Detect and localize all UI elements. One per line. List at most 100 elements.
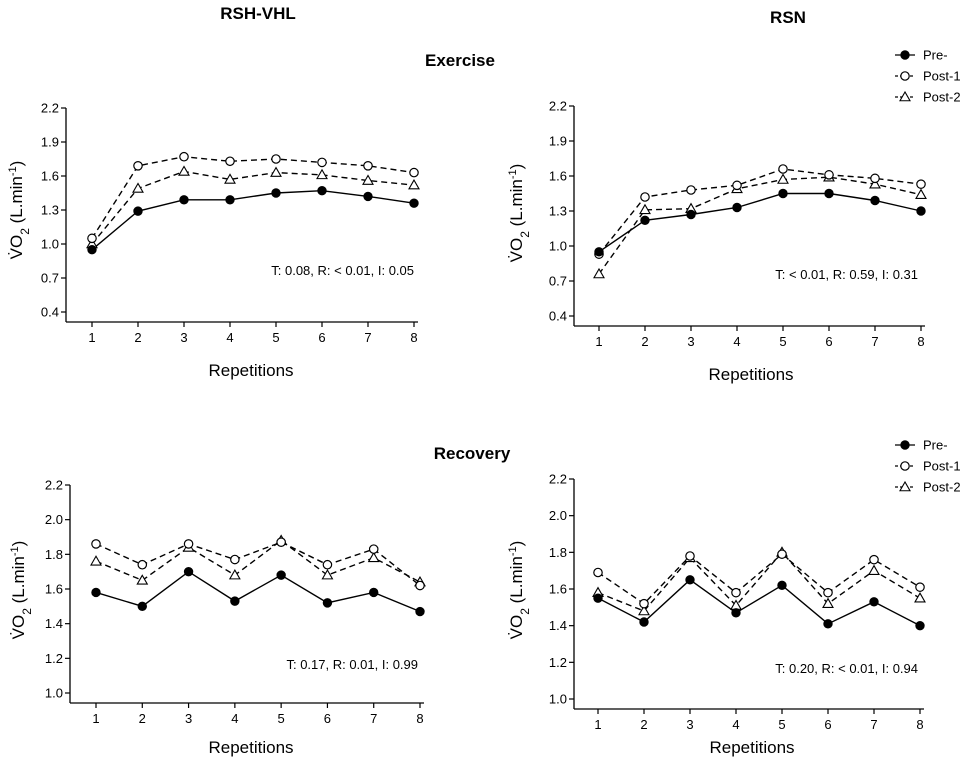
column-title-rsh-vhl: RSH-VHL bbox=[220, 4, 296, 23]
data-point-pre bbox=[869, 597, 879, 607]
chart-panel-rsh-vhl-recovery: 1.0 1.2 1.4 1.6 1.8 2.0 2.2 1 2 3 4 5 6 7 8 Repetitions… bbox=[9, 478, 426, 757]
data-point-post-2 bbox=[367, 551, 380, 563]
data-point-pre bbox=[916, 206, 926, 216]
data-point-post-1 bbox=[137, 559, 148, 570]
data-point-post-1 bbox=[322, 559, 333, 570]
data-point-pre bbox=[823, 619, 833, 629]
legend-exercise: Pre- Post-1 Post-2 bbox=[895, 48, 961, 105]
x-axis-label: Repetitions bbox=[708, 365, 793, 384]
data-point-post-1 bbox=[916, 179, 926, 189]
data-point-post-2 bbox=[777, 173, 789, 184]
data-point-post-1 bbox=[731, 587, 741, 598]
data-point-post-1 bbox=[823, 587, 833, 598]
x-tick-label: 7 bbox=[370, 711, 377, 726]
y-tick-label: 0.4 bbox=[41, 305, 59, 320]
data-point-post-1 bbox=[593, 567, 603, 578]
stats-annotation: T: < 0.01, R: 0.59, I: 0.31 bbox=[775, 267, 918, 282]
data-point-pre bbox=[685, 575, 695, 585]
data-point-pre bbox=[778, 188, 788, 199]
data-point-pre bbox=[179, 195, 189, 205]
data-point-post-2 bbox=[822, 597, 834, 608]
data-point-post-1 bbox=[368, 544, 379, 554]
data-point-pre bbox=[731, 608, 741, 618]
x-tick-label: 1 bbox=[88, 330, 95, 345]
y-tick-label: 1.2 bbox=[45, 651, 63, 666]
data-point-post-1 bbox=[91, 539, 101, 549]
x-tick-label: 3 bbox=[686, 717, 693, 732]
section-title-recovery: Recovery bbox=[434, 444, 511, 463]
data-point-pre bbox=[777, 580, 787, 591]
x-tick-label: 5 bbox=[778, 717, 785, 732]
series-line-pre bbox=[95, 570, 421, 613]
data-point-post-2 bbox=[90, 555, 102, 566]
data-point-post-2 bbox=[228, 569, 241, 580]
data-point-post-1 bbox=[133, 161, 143, 171]
data-point-post-2 bbox=[316, 168, 328, 180]
data-point-post-1 bbox=[179, 151, 189, 162]
y-tick-label: 1.9 bbox=[549, 134, 567, 149]
legend-label-pre: Pre- bbox=[923, 438, 948, 453]
column-title-rsn: RSN bbox=[770, 8, 806, 27]
data-point-pre bbox=[322, 598, 333, 608]
data-point-post-2 bbox=[869, 178, 881, 189]
x-tick-label: 4 bbox=[231, 711, 238, 726]
data-point-pre bbox=[732, 202, 742, 213]
x-tick-label: 3 bbox=[185, 711, 192, 726]
x-axis-label: Repetitions bbox=[709, 738, 794, 757]
y-tick-label: 1.0 bbox=[41, 237, 59, 252]
x-tick-label: 3 bbox=[180, 330, 187, 345]
data-point-post-2 bbox=[178, 165, 190, 176]
y-tick-label: 2.2 bbox=[41, 101, 59, 116]
data-point-pre bbox=[276, 570, 286, 580]
data-point-post-1 bbox=[777, 549, 787, 559]
data-point-pre bbox=[593, 593, 603, 603]
x-tick-label: 6 bbox=[318, 330, 325, 345]
data-point-pre bbox=[230, 596, 240, 606]
data-point-pre bbox=[640, 215, 650, 226]
data-point-post-1 bbox=[685, 551, 695, 561]
data-point-pre bbox=[415, 606, 425, 617]
legend-marker-post-2 bbox=[899, 480, 911, 492]
x-tick-label: 8 bbox=[916, 717, 923, 732]
y-tick-label: 1.2 bbox=[549, 655, 567, 670]
x-tick-label: 1 bbox=[92, 711, 99, 726]
data-point-pre bbox=[915, 620, 925, 631]
chart-panel-rsn-recovery: 1.0 1.2 1.4 1.6 1.8 2.0 2.2 1 2 3 4 5 6 7 8 Repetitions… bbox=[507, 472, 926, 757]
y-tick-label: 1.9 bbox=[41, 135, 59, 150]
series-line-post-1 bbox=[95, 541, 421, 587]
x-tick-label: 7 bbox=[871, 334, 878, 349]
x-tick-label: 1 bbox=[595, 334, 602, 349]
data-point-pre bbox=[639, 617, 649, 627]
data-point-post-2 bbox=[408, 178, 420, 190]
series-line-post-1 bbox=[598, 168, 922, 255]
legend-marker-pre bbox=[900, 440, 910, 450]
legend-marker-pre bbox=[900, 50, 910, 60]
data-point-post-1 bbox=[415, 580, 425, 591]
x-axis-label: Repetitions bbox=[208, 361, 293, 380]
x-tick-label: 4 bbox=[732, 717, 739, 732]
y-axis-label: V̇O2 (L.min-1) bbox=[507, 541, 532, 640]
y-tick-label: 1.0 bbox=[45, 686, 63, 701]
data-point-post-1 bbox=[732, 180, 742, 191]
y-tick-label: 2.0 bbox=[45, 512, 63, 527]
data-point-post-2 bbox=[638, 604, 650, 616]
y-tick-label: 1.0 bbox=[549, 239, 567, 254]
data-point-post-1 bbox=[915, 582, 925, 592]
x-tick-label: 4 bbox=[226, 330, 233, 345]
data-point-post-2 bbox=[593, 267, 605, 279]
stats-annotation: T: 0.08, R: < 0.01, I: 0.05 bbox=[271, 263, 414, 278]
x-tick-label: 6 bbox=[825, 334, 832, 349]
section-title-exercise: Exercise bbox=[425, 51, 495, 70]
y-tick-label: 1.4 bbox=[549, 618, 567, 633]
data-point-pre bbox=[363, 191, 373, 202]
y-axis-label: V̇O2 (L.min-1) bbox=[9, 541, 34, 640]
y-tick-label: 2.2 bbox=[45, 478, 63, 493]
data-point-post-1 bbox=[639, 598, 649, 609]
stats-annotation: T: 0.17, R: 0.01, I: 0.99 bbox=[286, 657, 418, 672]
x-tick-label: 4 bbox=[733, 334, 740, 349]
data-point-pre bbox=[686, 209, 696, 220]
y-tick-label: 1.4 bbox=[45, 616, 63, 631]
data-point-pre bbox=[594, 247, 604, 257]
data-point-post-1 bbox=[686, 185, 696, 195]
